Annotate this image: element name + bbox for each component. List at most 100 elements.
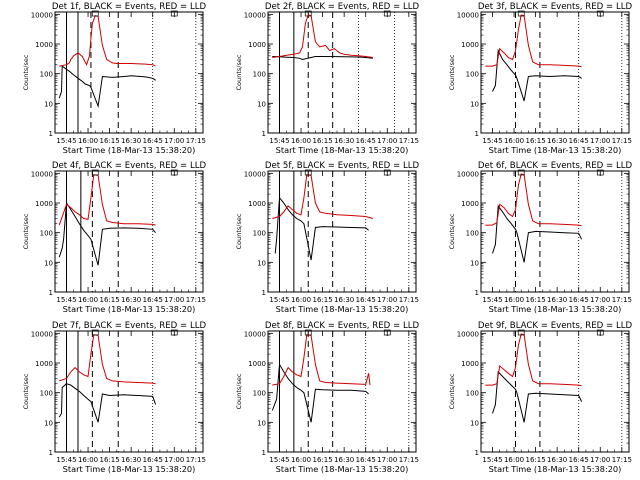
series-black-line: [274, 196, 369, 261]
x-tick-label: 17:15: [186, 137, 206, 145]
y-tick-label: 1: [475, 449, 479, 457]
y-tick-label: 10000: [244, 170, 266, 178]
x-axis-label: Start Time (18-Mar-13 15:38:20): [489, 145, 622, 155]
y-tick-label: 1000: [35, 360, 53, 368]
series-black-line: [58, 201, 156, 266]
x-tick-label: 16:30: [334, 296, 354, 304]
x-tick-label: 15:45: [269, 137, 289, 145]
series-red-line: [272, 174, 374, 219]
x-tick-label: 16:30: [121, 456, 141, 464]
y-tick-label: 10: [44, 419, 53, 427]
panel-title: Det 6f, BLACK = Events, RED = LLD: [478, 161, 633, 171]
y-tick-label: 10: [470, 100, 479, 108]
y-tick-label: 10000: [244, 330, 266, 338]
x-tick-label: 17:00: [377, 456, 397, 464]
y-tick-label: 10000: [457, 170, 479, 178]
y-tick-label: 1000: [461, 360, 479, 368]
x-tick-label: 15:45: [482, 456, 502, 464]
flag-marker: [517, 169, 525, 176]
plot-frame: [480, 11, 630, 134]
panel-3: Det 3f, BLACK = Events, RED = LLD 1 10 100 1…: [448, 2, 633, 155]
x-tick-label: 16:45: [143, 137, 163, 145]
x-tick-label: 16:30: [121, 296, 141, 304]
plot-frame: [54, 170, 204, 293]
series-black-line: [58, 65, 156, 109]
x-tick-label: 16:45: [356, 456, 376, 464]
y-tick-label: 10000: [457, 11, 479, 19]
y-tick-label: 1000: [248, 41, 266, 49]
flag-marker: [170, 169, 178, 176]
x-tick-label: 16:45: [143, 456, 163, 464]
y-tick-label: 1: [262, 449, 266, 457]
flag-marker: [304, 329, 312, 336]
y-tick-label: 1000: [35, 200, 53, 208]
x-tick-label: 16:00: [78, 456, 98, 464]
x-tick-label: 15:45: [56, 456, 76, 464]
plot-frame: [480, 170, 630, 293]
plot-area: [485, 12, 623, 133]
y-tick-label: 1000: [248, 200, 266, 208]
y-tick-label: 1000: [248, 360, 266, 368]
plot-area: [485, 331, 623, 452]
x-axis-label: Start Time (18-Mar-13 15:38:20): [489, 464, 622, 474]
x-tick-label: 17:15: [186, 456, 206, 464]
x-tick-label: 16:30: [334, 137, 354, 145]
x-tick-label: 16:15: [313, 137, 333, 145]
x-axis-label: Start Time (18-Mar-13 15:38:20): [276, 464, 409, 474]
panel-6: Det 6f, BLACK = Events, RED = LLD 1 10 100 1…: [448, 161, 633, 314]
x-tick-label: 16:00: [504, 296, 524, 304]
y-tick-label: 10: [44, 100, 53, 108]
x-tick-label: 16:15: [313, 296, 333, 304]
x-tick-label: 16:15: [526, 456, 546, 464]
series-black-line: [492, 370, 583, 423]
panel-4: Det 4f, BLACK = Events, RED = LLD 1 10 100 1…: [22, 161, 207, 314]
plot-area: [58, 331, 197, 452]
x-tick-label: 16:45: [356, 296, 376, 304]
x-tick-label: 16:00: [78, 296, 98, 304]
panel-title: Det 7f, BLACK = Events, RED = LLD: [52, 321, 207, 331]
series-black-line: [58, 383, 157, 423]
y-tick-label: 10000: [457, 330, 479, 338]
plot-frame: [267, 330, 417, 453]
y-tick-label: 100: [253, 390, 266, 398]
panel-7: Det 7f, BLACK = Events, RED = LLD 1 10 100 1…: [22, 321, 207, 474]
x-tick-label: 16:15: [100, 137, 120, 145]
panel-title: Det 3f, BLACK = Events, RED = LLD: [478, 2, 633, 12]
y-axis-label: Counts/sec: [22, 54, 30, 90]
x-tick-label: 16:00: [291, 456, 311, 464]
x-tick-label: 16:00: [504, 456, 524, 464]
x-tick-label: 17:00: [377, 296, 397, 304]
panel-title: Det 8f, BLACK = Events, RED = LLD: [265, 321, 420, 331]
y-tick-label: 100: [466, 390, 479, 398]
panel-title: Det 4f, BLACK = Events, RED = LLD: [52, 161, 207, 171]
x-tick-label: 16:30: [334, 456, 354, 464]
y-tick-label: 100: [466, 230, 479, 238]
y-tick-label: 1000: [35, 41, 53, 49]
x-tick-label: 16:15: [526, 137, 546, 145]
plot-frame: [267, 170, 417, 293]
plot-frame: [267, 11, 417, 134]
flag-marker: [383, 169, 391, 176]
y-axis-label: Counts/sec: [22, 213, 30, 249]
y-axis-label: Counts/sec: [448, 373, 456, 409]
x-tick-label: 16:30: [547, 456, 567, 464]
flag-marker: [304, 169, 312, 176]
y-axis-label: Counts/sec: [235, 373, 243, 409]
flag-marker: [91, 169, 99, 176]
flag-marker: [596, 329, 604, 336]
panel-8: Det 8f, BLACK = Events, RED = LLD 1 10 100 1…: [235, 321, 420, 474]
x-axis-label: Start Time (18-Mar-13 15:38:20): [63, 464, 196, 474]
x-axis-label: Start Time (18-Mar-13 15:38:20): [276, 145, 409, 155]
y-tick-label: 10: [257, 259, 266, 267]
x-tick-label: 16:15: [313, 456, 333, 464]
series-red-line: [272, 14, 373, 58]
x-tick-label: 15:45: [269, 456, 289, 464]
y-tick-label: 10: [470, 419, 479, 427]
y-tick-label: 10000: [31, 11, 53, 19]
x-tick-label: 16:45: [569, 137, 589, 145]
flag-marker: [170, 329, 178, 336]
x-tick-label: 16:30: [547, 296, 567, 304]
flag-marker: [596, 169, 604, 176]
x-axis-label: Start Time (18-Mar-13 15:38:20): [63, 145, 196, 155]
